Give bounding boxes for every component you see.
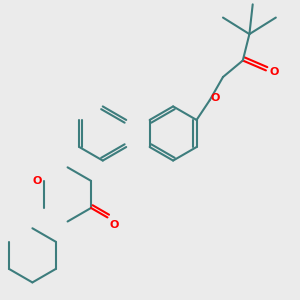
Text: O: O: [33, 176, 42, 186]
Text: O: O: [269, 67, 279, 77]
Text: O: O: [210, 94, 219, 103]
Text: O: O: [110, 220, 119, 230]
